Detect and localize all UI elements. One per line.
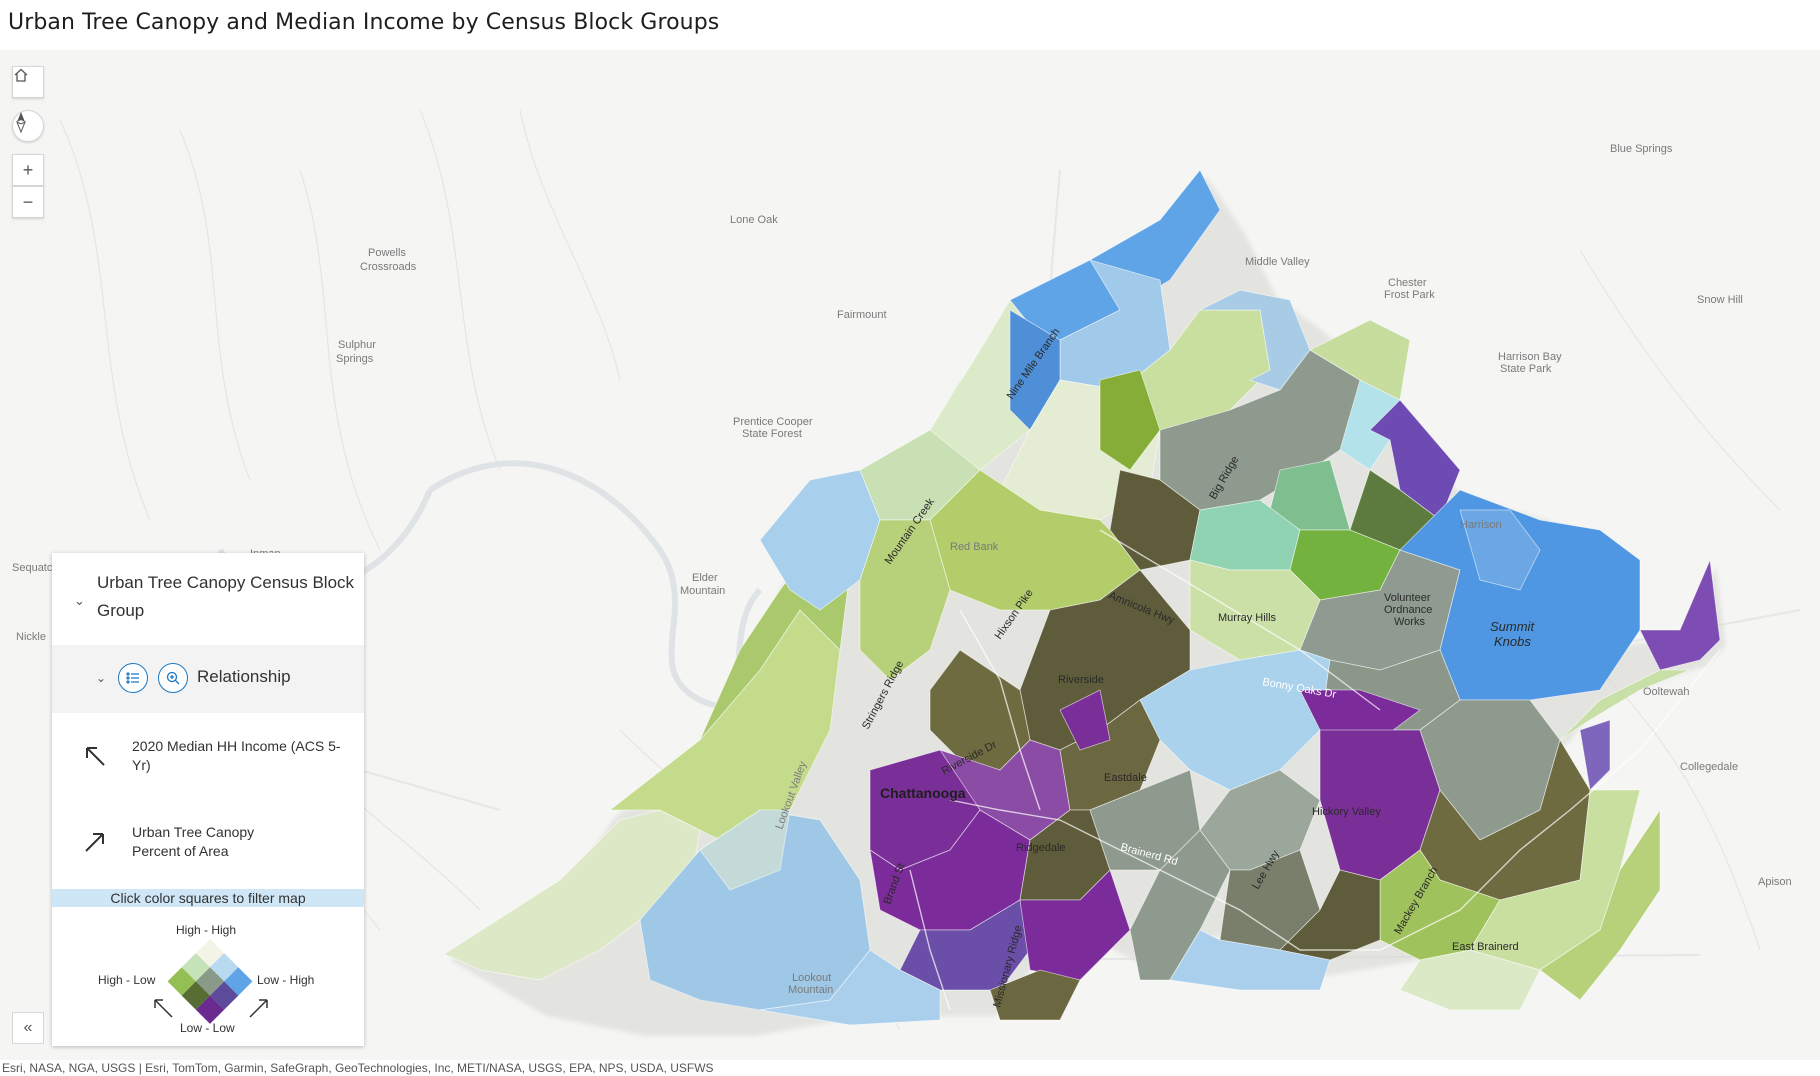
legend-color-grid: High - High High - Low Low - High Low - … [52,907,364,1046]
map-label: Eastdale [1104,772,1147,784]
map-label: State Forest [742,428,802,440]
arrow-up-right-icon [85,833,104,852]
page-title: Urban Tree Canopy and Median Income by C… [8,10,720,35]
legend-zoom-button[interactable] [158,663,188,693]
chevron-down-icon[interactable]: ⌄ [96,671,107,685]
chevron-down-icon[interactable]: ⌄ [74,593,85,608]
map-label: Works [1394,616,1425,628]
map-label: Collegedale [1680,761,1738,773]
map-label: Harrison [1460,519,1502,531]
map-label: Chester [1388,277,1427,289]
collapse-legend-button[interactable]: « [12,1012,44,1044]
map-label: Powells [368,247,406,259]
map-label: Sulphur [338,339,376,351]
map-label: Snow Hill [1697,294,1743,306]
basemap: Blue Springs Lone Oak Powells Crossroads… [12,109,1801,1036]
map-label: East Brainerd [1452,941,1519,953]
legend-diamond [167,939,253,1024]
map-label: Chattanooga [880,785,966,801]
map-label: Ooltewah [1643,686,1689,698]
legend-field-income: 2020 Median HH Income (ACS 5-Yr) [52,713,364,797]
zoom-out-button[interactable]: − [12,186,44,218]
map-attribution: Esri, NASA, NGA, USGS | Esri, TomTom, Ga… [0,1060,1820,1076]
legend-panel: ⌄ Urban Tree Canopy Census Block Group ⌄… [52,553,364,1046]
map-label: Mountain [680,585,725,597]
map-label: Springs [336,353,374,365]
arrow-up-left-icon [154,999,173,1018]
map-label: Prentice Cooper [733,416,813,428]
legend-color-square[interactable] [210,981,239,1010]
map-label: Harrison Bay [1498,351,1562,363]
arrow-up-right-icon [249,999,268,1018]
arrow-up-left-icon [86,747,105,766]
legend-renderer-row: ⌄ Relationship [52,645,364,713]
map-label: Lone Oak [730,214,778,226]
map-label: Blue Springs [1610,143,1673,155]
map-view[interactable]: Blue Springs Lone Oak Powells Crossroads… [0,50,1820,1060]
legend-field2-text: Urban Tree Canopy Percent of Area [132,824,255,859]
zoom-to-icon [166,671,180,685]
map-label: Apison [1758,876,1792,888]
map-label: Mountain [788,984,833,996]
map-label: Ridgedale [1016,842,1066,854]
legend-corner-low-low: Low - Low [180,1021,235,1035]
map-label: Volunteer [1384,592,1431,604]
map-label: Murray Hills [1218,612,1277,624]
map-label: Summit [1490,619,1535,634]
map-label: Ordnance [1384,604,1432,616]
legend-corner-high-high: High - High [176,923,237,937]
legend-color-square[interactable] [181,981,210,1010]
map-label: Middle Valley [1245,256,1310,268]
legend-corner-high-low: High - Low [98,973,156,987]
compass-button[interactable] [12,110,44,142]
home-icon [14,68,28,82]
legend-layer-header[interactable]: ⌄ Urban Tree Canopy Census Block Group [52,553,364,645]
legend-list-button[interactable] [118,663,148,693]
legend-hint: Click color squares to filter map [52,889,364,907]
map-label: Crossroads [360,261,417,273]
map-label: Red Bank [950,541,999,553]
map-label: Fairmount [837,309,887,321]
map-label: Hickory Valley [1312,806,1381,818]
home-button[interactable] [12,66,44,98]
map-label: Nickle [16,631,46,643]
legend-field-canopy: Urban Tree Canopy Percent of Area [52,799,364,883]
compass-icon [16,112,26,133]
map-label: Elder [692,572,718,584]
zoom-in-button[interactable]: + [12,154,44,186]
map-label: Frost Park [1384,289,1435,301]
legend-corner-low-high: Low - High [257,973,315,987]
list-icon [126,672,139,684]
map-label: Knobs [1494,634,1531,649]
legend-layer-title: Urban Tree Canopy Census Block Group [97,573,355,620]
map-label: Riverside [1058,674,1104,686]
map-label: Lookout [792,972,831,984]
map-label: State Park [1500,363,1552,375]
legend-renderer-label: Relationship [197,667,291,686]
legend-field1-text: 2020 Median HH Income (ACS 5-Yr) [132,738,341,773]
